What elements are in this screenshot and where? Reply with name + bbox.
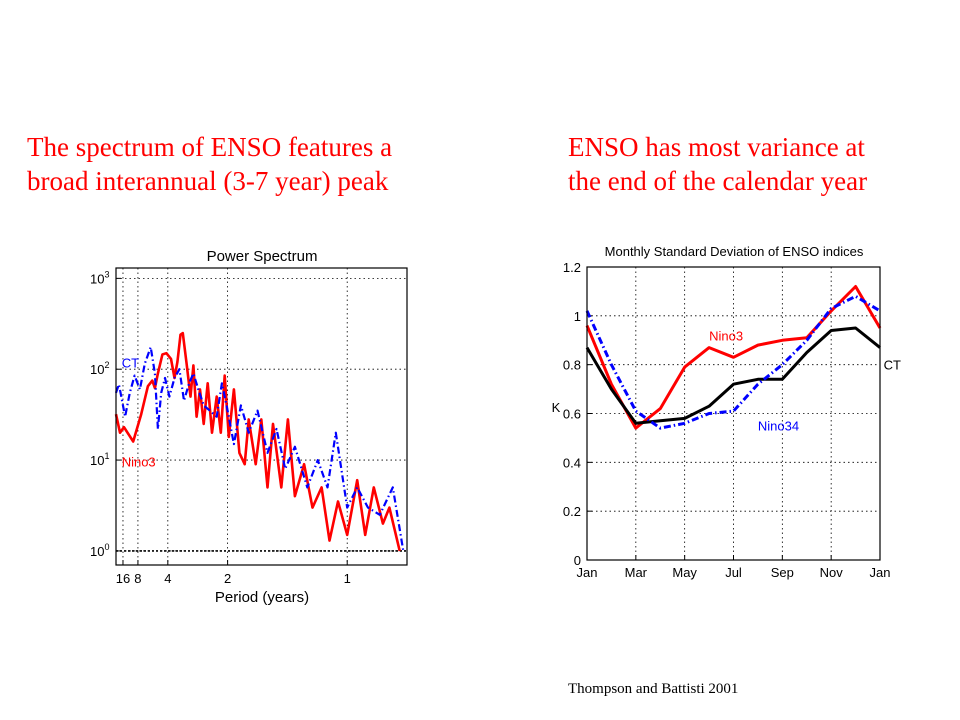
series-line-ct: [585, 326, 881, 425]
monthly-std-title: Monthly Standard Deviation of ENSO indic…: [605, 244, 864, 259]
y-tick-label: 0.2: [563, 504, 581, 519]
y-tick-label: 1.2: [563, 260, 581, 275]
power-spectrum-title: Power Spectrum: [207, 248, 318, 265]
series-label-nino3: Nino3: [122, 454, 156, 469]
x-tick-label: Sep: [771, 565, 794, 580]
y-tick-label: 0.8: [563, 358, 581, 373]
plot-frame: [115, 267, 408, 566]
x-tick-label: Jan: [577, 565, 598, 580]
x-tick-label: Jul: [725, 565, 742, 580]
plot-frame: [586, 266, 881, 561]
series-label-ct: CT: [122, 355, 139, 370]
power-spectrum-xlabel: Period (years): [215, 589, 309, 606]
series-line-nino3: [585, 285, 882, 430]
left-heading: The spectrum of ENSO features a broad in…: [27, 132, 393, 196]
citation: Thompson and Battisti 2001: [568, 681, 739, 697]
series-line-ct: [114, 346, 405, 552]
x-tick-label: 1: [344, 571, 351, 586]
y-tick-label: 1: [574, 309, 581, 324]
x-tick-label: 16: [116, 571, 130, 586]
x-tick-label: 2: [224, 571, 231, 586]
y-tick-label: 0.6: [563, 407, 581, 422]
monthly-std-ylabel: K: [552, 400, 561, 415]
x-tick-label: Jan: [870, 565, 891, 580]
series-label-nino34: Nino34: [758, 419, 799, 434]
series-label-nino3: Nino3: [709, 328, 743, 343]
y-tick-label: 0: [574, 553, 581, 568]
series-line-nino3: [114, 331, 401, 552]
x-tick-label: Mar: [625, 565, 648, 580]
series-line-nino34: [585, 294, 881, 430]
series-label-ct: CT: [884, 358, 901, 373]
right-heading: ENSO has most variance at the end of the…: [568, 132, 868, 196]
x-tick-label: 4: [164, 571, 171, 586]
x-tick-label: May: [672, 565, 697, 580]
x-tick-label: 8: [134, 571, 141, 586]
y-tick-label: 0.4: [563, 455, 581, 470]
x-tick-label: Nov: [820, 565, 844, 580]
